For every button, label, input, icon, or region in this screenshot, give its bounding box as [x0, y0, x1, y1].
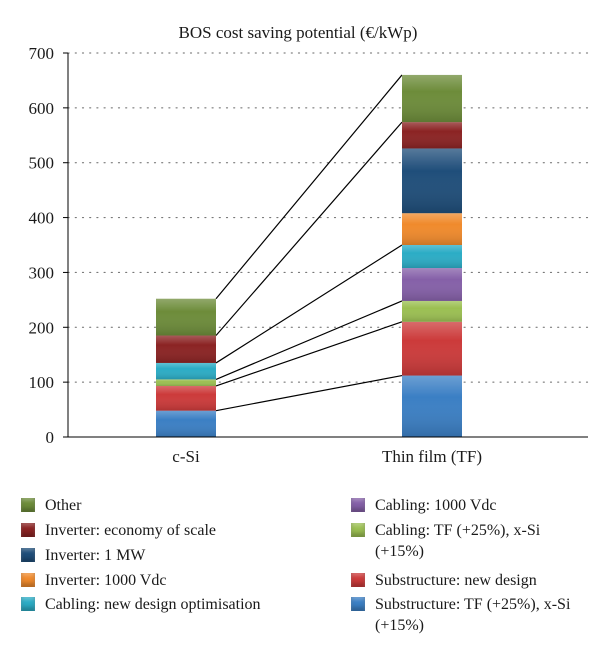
y-axis: 0 100 200 300 400 500 600 700	[29, 44, 69, 447]
y-tick-label: 400	[29, 209, 55, 228]
bar-segment-shading	[156, 379, 216, 386]
bar-segment-shading	[402, 321, 462, 376]
y-tick-label: 0	[46, 428, 55, 447]
legend-item: Inverter: 1 MW	[21, 545, 341, 566]
bars	[156, 74, 462, 437]
legend-swatch	[351, 523, 365, 537]
bar-segment-shading	[402, 148, 462, 214]
legend-item: Inverter: economy of scale	[21, 520, 341, 541]
legend-swatch	[21, 573, 35, 587]
chart-title: BOS cost saving potential (€/kWp)	[179, 23, 418, 42]
y-tick-label: 200	[29, 318, 55, 337]
connector-line	[215, 121, 403, 336]
y-tick-label: 600	[29, 99, 55, 118]
legend-item: Cabling: 1000 Vdc	[351, 495, 591, 516]
connector-line	[215, 74, 403, 300]
connector-line	[215, 374, 403, 412]
legend-item: Cabling: TF (+25%), x-Si (+15%)	[351, 520, 591, 562]
legend-label: Cabling: TF (+25%), x-Si (+15%)	[375, 522, 541, 560]
bar-segment-shading	[402, 300, 462, 322]
x-tick-label: c-Si	[172, 447, 200, 466]
y-tick-label: 300	[29, 263, 55, 282]
x-tick-label: Thin film (TF)	[382, 447, 482, 466]
legend-label: Cabling: 1000 Vdc	[375, 497, 497, 514]
legend-item: Other	[21, 495, 341, 516]
legend-swatch	[21, 498, 35, 512]
legend-label: Substructure: TF (+25%), x-Si (+15%)	[375, 596, 571, 634]
connector-line	[215, 321, 403, 387]
legend-swatch	[21, 548, 35, 562]
legend-label: Substructure: new design	[375, 572, 537, 589]
legend-swatch	[21, 597, 35, 611]
bar-segment-shading	[402, 268, 462, 301]
bar-segment-shading	[156, 385, 216, 411]
bar-segment-shading	[402, 375, 462, 437]
grid	[67, 52, 589, 383]
legend-swatch	[351, 573, 365, 587]
legend-label: Inverter: 1000 Vdc	[45, 572, 167, 589]
y-tick-label: 500	[29, 154, 55, 173]
bar-segment-shading	[402, 213, 462, 245]
y-tick-label: 700	[29, 44, 55, 63]
legend-item: Substructure: TF (+25%), x-Si (+15%)	[351, 594, 591, 636]
legend-item: Cabling: new design optimisation	[21, 594, 341, 615]
legend-label: Inverter: 1 MW	[45, 547, 146, 564]
legend-item: Inverter: 1000 Vdc	[21, 570, 341, 591]
connector-line	[215, 300, 403, 380]
bar-segment-shading	[156, 335, 216, 363]
bar-segment-shading	[156, 362, 216, 380]
bar-segment-shading	[402, 122, 462, 149]
bar-segment-shading	[156, 298, 216, 336]
bar-segment-shading	[156, 410, 216, 437]
connector-line	[215, 244, 403, 364]
connector-lines	[215, 74, 403, 412]
bar-segment-shading	[402, 245, 462, 269]
legend-label: Inverter: economy of scale	[45, 522, 217, 539]
x-axis: c-Si Thin film (TF)	[68, 436, 588, 466]
legend-label: Other	[45, 497, 82, 514]
legend-swatch	[351, 498, 365, 512]
bar-segment-shading	[402, 74, 462, 123]
y-tick-label: 100	[29, 373, 55, 392]
chart: BOS cost saving potential (€/kWp) 0 100 20…	[29, 23, 589, 466]
legend-item: Substructure: new design	[351, 570, 591, 591]
legend-label: Cabling: new design optimisation	[45, 596, 261, 613]
legend-swatch	[351, 597, 365, 611]
legend-swatch	[21, 523, 35, 537]
